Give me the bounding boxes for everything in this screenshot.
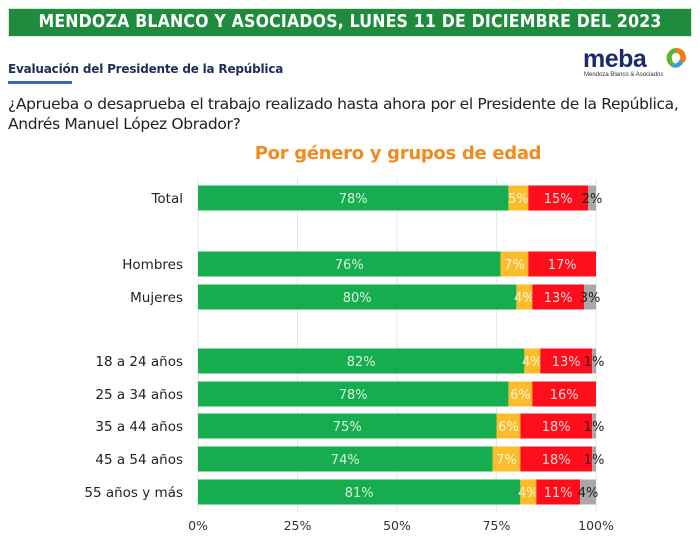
bar-segment-aprueba [198,284,517,310]
data-label: 81% [345,486,374,501]
data-label: 4% [522,355,543,370]
bar-segment-no-sabe [592,348,596,374]
data-label: 3% [580,291,601,306]
data-label: 80% [343,291,372,306]
bar-segment-desaprueba [532,381,596,407]
data-label: 6% [510,388,531,403]
data-label: 16% [550,388,579,403]
data-label: 13% [544,291,573,306]
section-title: Evaluación del Presidente de la Repúblic… [8,62,284,76]
bar-segment-no-sabe [592,446,596,472]
x-tick-label: 25% [284,518,312,533]
x-tick-label: 100% [578,518,614,533]
logo-tagline: Mendoza Blanco & Asociados [584,72,664,78]
bar-segment-aprueba [198,413,497,439]
bar-segment-ni-aprueba-ni-desaprueba [520,479,537,505]
bar-segment-desaprueba [536,479,581,505]
bar-segment-desaprueba [520,446,593,472]
survey-question: ¿Aprueba o desaprueba el trabajo realiza… [8,95,679,133]
category-label: 45 a 54 años [95,452,183,468]
data-label: 1% [584,355,605,370]
category-label: Mujeres [130,290,183,306]
data-label: 7% [496,453,517,468]
data-label: 17% [548,258,577,273]
data-label: 4% [514,291,535,306]
bar-segment-aprueba [198,479,521,505]
bar-segment-desaprueba [528,185,589,211]
bar-segment-desaprueba [540,348,593,374]
bar-segment-ni-aprueba-ni-desaprueba [516,284,533,310]
bar-segment-aprueba [198,446,493,472]
data-label: 15% [544,192,573,207]
bar-segment-no-sabe [584,284,596,310]
bar-segment-aprueba [198,185,509,211]
bar-segment-aprueba [198,381,509,407]
data-label: 11% [544,486,573,501]
x-tick-label: 50% [383,518,411,533]
category-label: 55 años y más [84,485,183,501]
data-label: 18% [542,453,571,468]
data-label: 2% [582,192,603,207]
bar-segment-ni-aprueba-ni-desaprueba [508,185,529,211]
category-label: 18 a 24 años [95,354,183,370]
data-label: 82% [347,355,376,370]
logo-wordmark: meba [583,45,647,73]
bar-segment-no-sabe [580,479,596,505]
bar-segment-ni-aprueba-ni-desaprueba [508,381,533,407]
data-label: 6% [498,420,519,435]
bar-segment-desaprueba [520,413,593,439]
bar-segment-desaprueba [532,284,585,310]
data-label: 78% [339,388,368,403]
data-label: 7% [504,258,525,273]
bar-segment-aprueba [198,251,501,277]
category-label: Total [150,191,183,207]
category-label: Hombres [122,257,183,273]
bar-segment-desaprueba [528,251,596,277]
bar-segment-ni-aprueba-ni-desaprueba [492,446,521,472]
data-label: 1% [584,420,605,435]
data-label: 18% [542,420,571,435]
data-label: 75% [333,420,362,435]
bar-segment-no-sabe [592,413,596,439]
category-label: 25 a 34 años [95,387,183,403]
data-label: 5% [508,192,529,207]
header-banner: MENDOZA BLANCO Y ASOCIADOS, LUNES 11 DE … [8,8,692,37]
swirl-logo-icon [666,48,686,68]
data-label: 13% [552,355,581,370]
data-label: 4% [578,486,599,501]
section-title-underline [8,81,72,84]
data-label: 4% [518,486,539,501]
data-label: 76% [335,258,364,273]
x-tick-label: 75% [483,518,511,533]
bar-segment-ni-aprueba-ni-desaprueba [524,348,541,374]
bar-segment-ni-aprueba-ni-desaprueba [496,413,521,439]
bar-segment-ni-aprueba-ni-desaprueba [500,251,529,277]
meba-logo: meba Mendoza Blanco & Asociados [583,46,693,80]
chart-title-text: Por género y grupos de edad [254,143,542,164]
data-label: 1% [584,453,605,468]
data-label: 74% [331,453,360,468]
bar-segment-aprueba [198,348,525,374]
x-tick-label: 0% [188,518,208,533]
chart-title: Por género y grupos de edad [0,143,700,164]
data-label: 78% [339,192,368,207]
bar-segment-no-sabe [588,185,596,211]
category-label: 35 a 44 años [95,419,183,435]
